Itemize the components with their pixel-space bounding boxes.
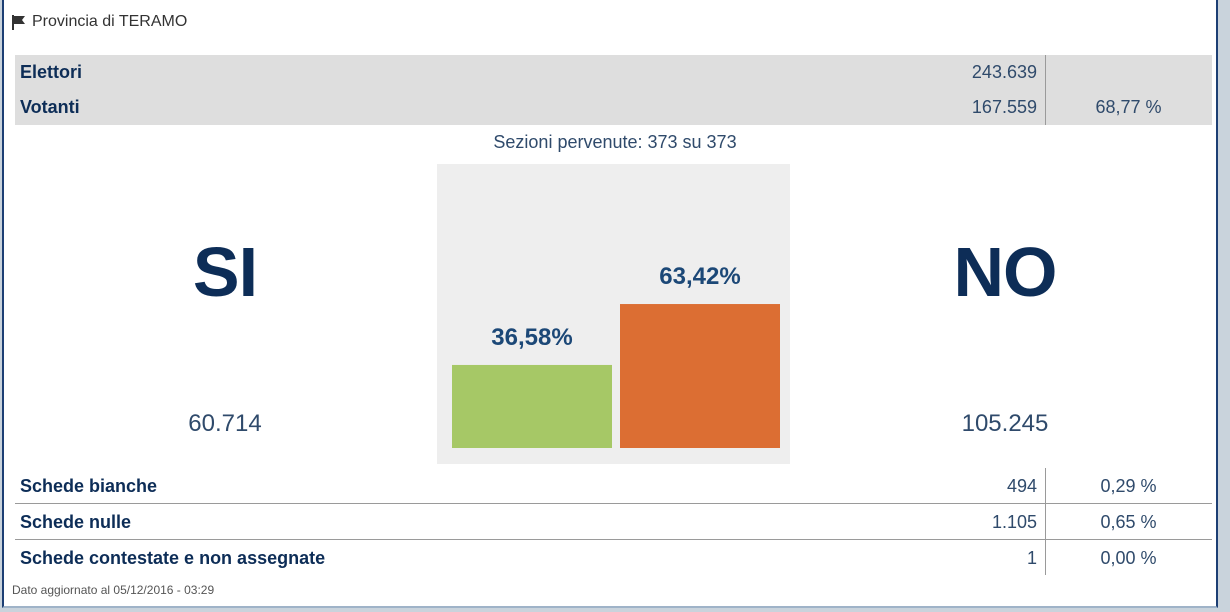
- stats-percent: 0,00 %: [1100, 548, 1157, 568]
- row-divider: [15, 539, 1212, 540]
- column-divider: [1045, 55, 1046, 125]
- result-chart: 36,58% 63,42%: [437, 164, 790, 464]
- bar-si: [452, 364, 612, 448]
- no-count: 105.245: [961, 410, 1049, 437]
- stats-percent: 0,29 %: [1100, 476, 1157, 496]
- stats-value: 494: [1006, 476, 1037, 496]
- column-divider: [1045, 468, 1046, 575]
- summary-label: Elettori: [20, 62, 83, 82]
- summary-table: Elettori 243.639 Votanti 167.559 68,77 %: [15, 55, 1212, 125]
- stats-label: Schede nulle: [20, 512, 132, 532]
- stats-row-contestate: Schede contestate e non assegnate 1 0,00…: [15, 540, 1212, 576]
- bar-label-no: 63,42%: [659, 263, 740, 290]
- row-divider: [15, 503, 1212, 504]
- bar-label-si: 36,58%: [491, 324, 572, 351]
- stats-value: 1.105: [991, 512, 1037, 532]
- last-update: Dato aggiornato al 05/12/2016 - 03:29: [12, 583, 215, 597]
- summary-percent: 68,77 %: [1095, 97, 1162, 117]
- summary-row-elettori: Elettori 243.639: [15, 55, 1212, 90]
- stats-label: Schede contestate e non assegnate: [20, 548, 326, 568]
- stats-row-nulle: Schede nulle 1.105 0,65 %: [15, 504, 1212, 540]
- summary-label: Votanti: [20, 97, 80, 117]
- stats-value: 1: [1026, 548, 1037, 568]
- bar-no: [620, 304, 780, 448]
- stats-percent: 0,65 %: [1100, 512, 1157, 532]
- stats-label: Schede bianche: [20, 476, 158, 496]
- sections-received: Sezioni pervenute: 373 su 373: [493, 132, 737, 152]
- province-header: Provincia di TERAMO: [12, 12, 187, 32]
- no-label: NO: [953, 233, 1058, 311]
- summary-value: 167.559: [971, 97, 1037, 117]
- bar-chart-svg: 36,58% 63,42%: [452, 263, 780, 448]
- summary-value: 243.639: [971, 62, 1037, 82]
- flag-icon: [12, 14, 26, 30]
- si-label: SI: [192, 233, 258, 311]
- si-count: 60.714: [188, 410, 262, 437]
- province-title: Provincia di TERAMO: [32, 13, 188, 30]
- stats-row-bianche: Schede bianche 494 0,29 %: [15, 468, 1212, 504]
- summary-row-votanti: Votanti 167.559 68,77 %: [15, 90, 1212, 125]
